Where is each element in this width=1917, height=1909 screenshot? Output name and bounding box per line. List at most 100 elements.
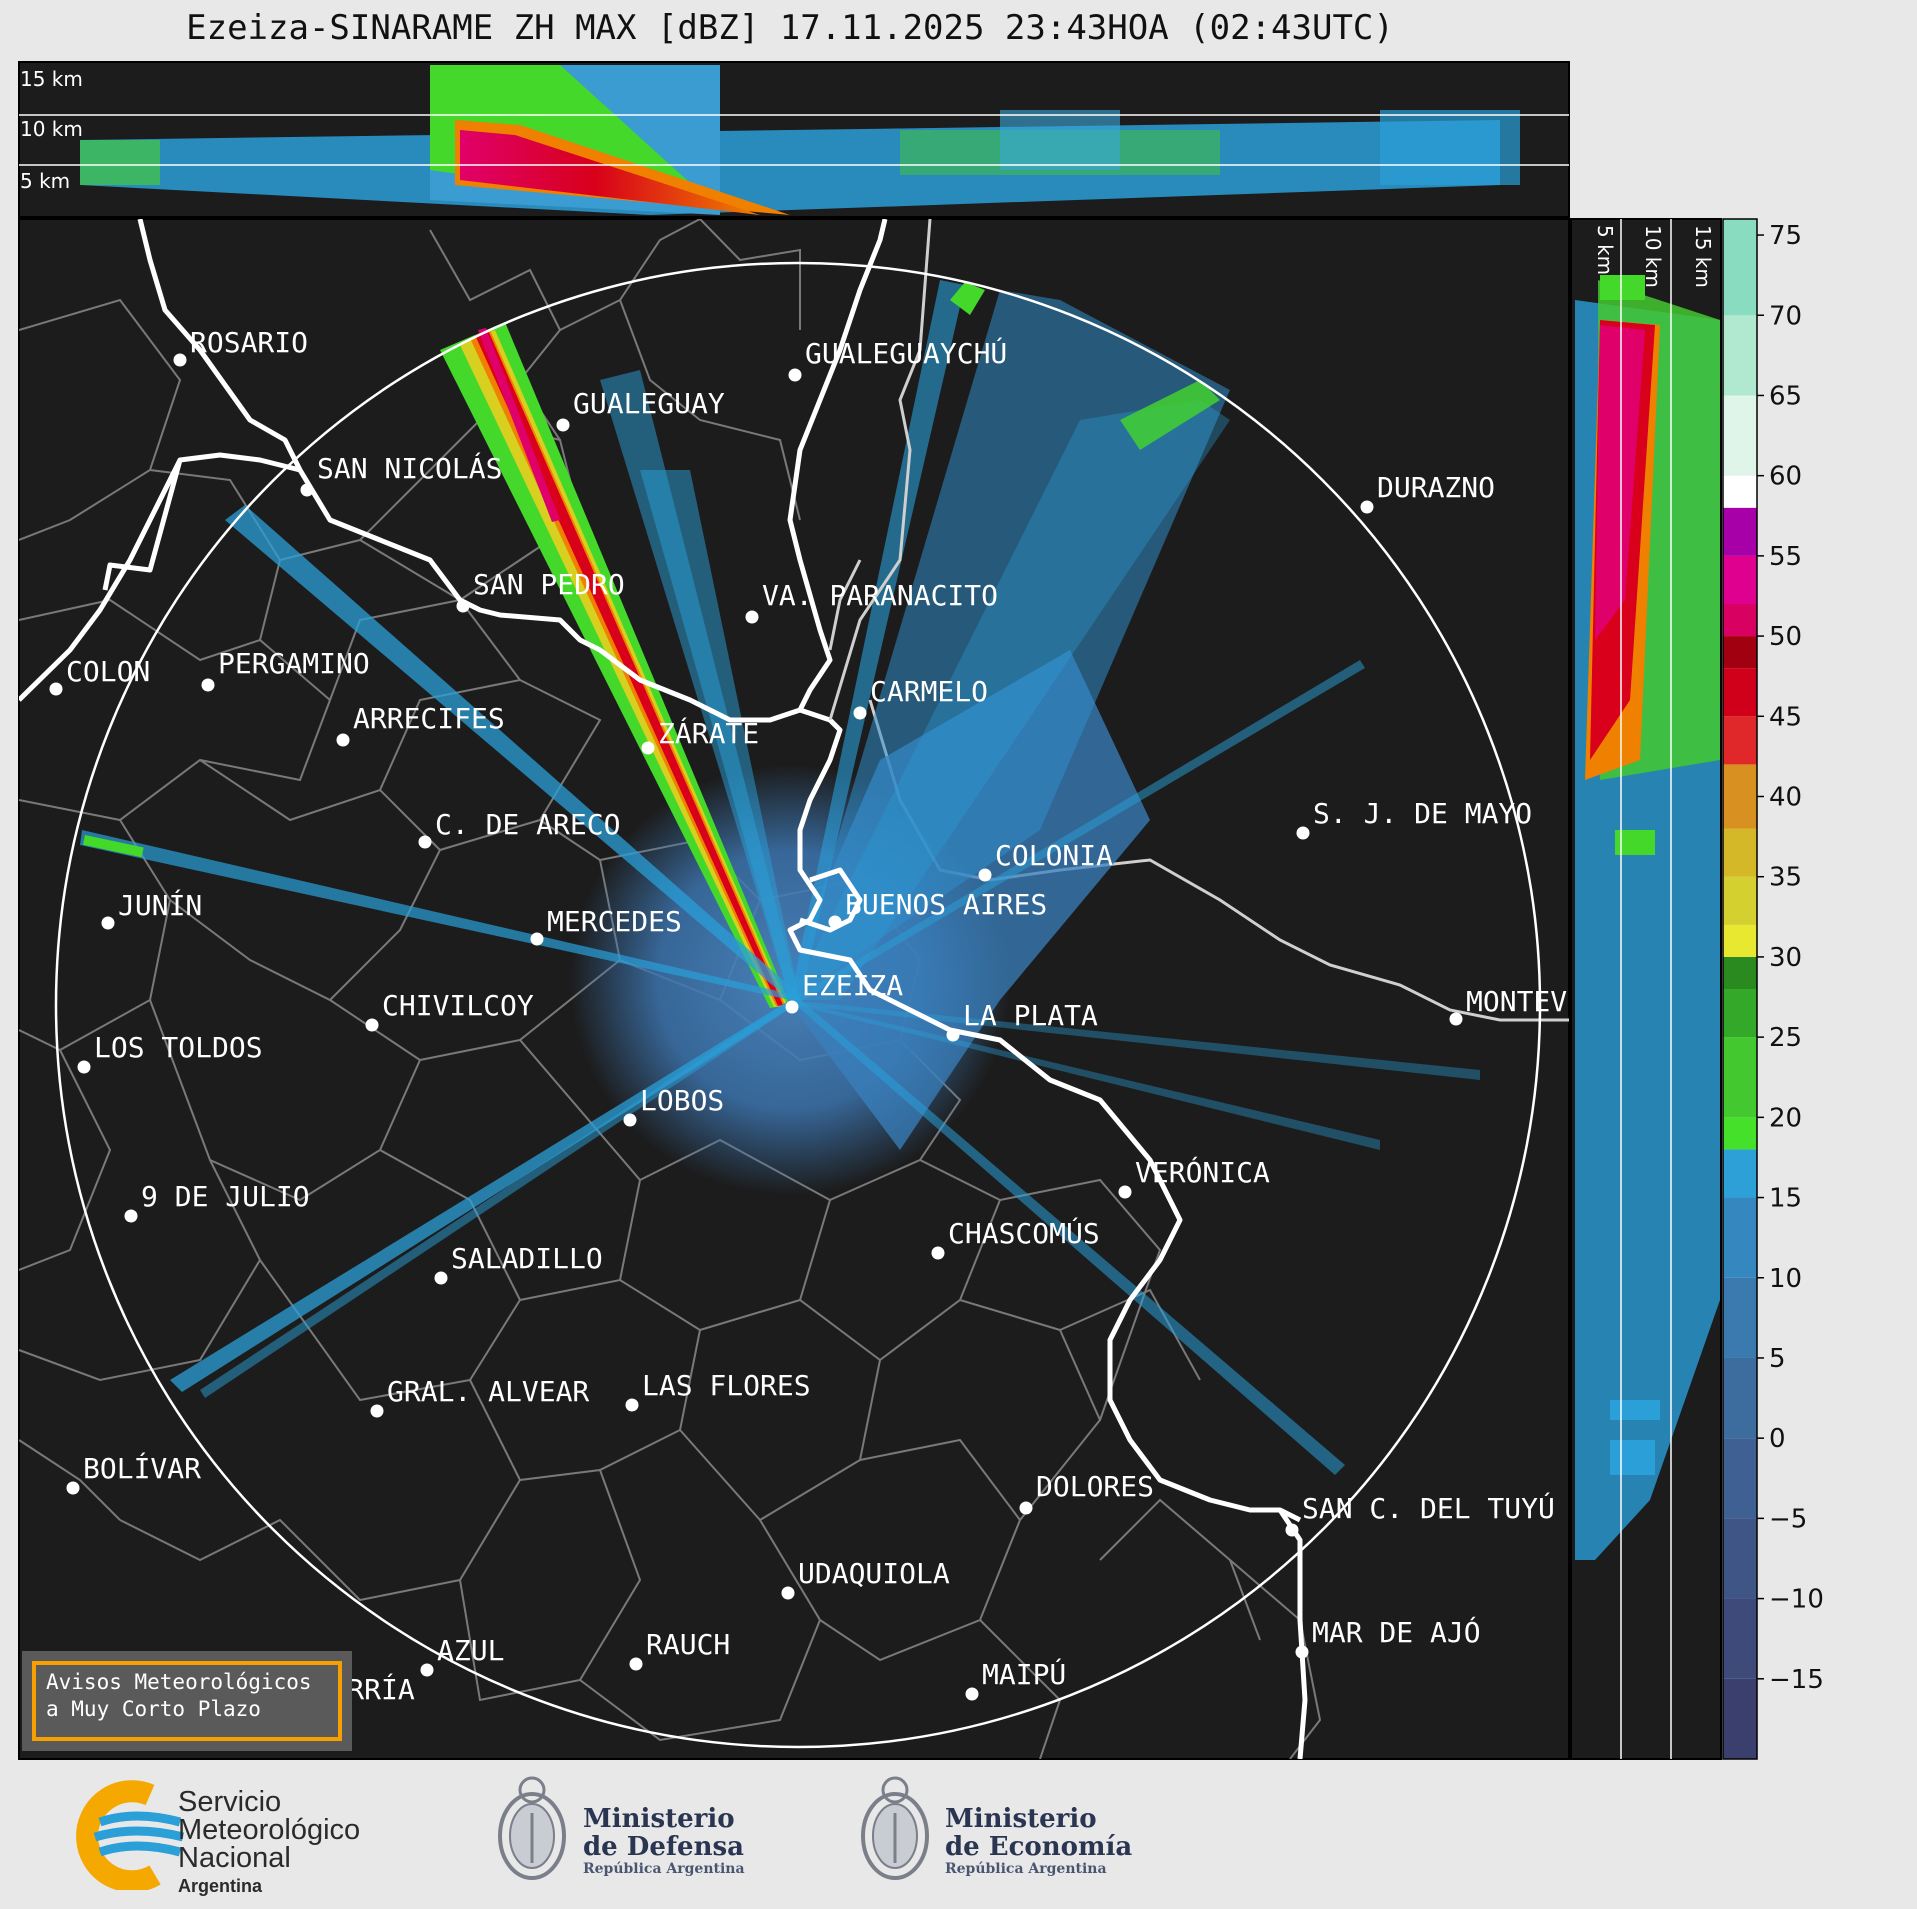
city-label: SAN PEDRO xyxy=(473,568,625,601)
city-label: LOBOS xyxy=(640,1084,724,1117)
city-marker xyxy=(785,1000,799,1014)
city-marker xyxy=(101,916,115,930)
colorbar-tick-label: −10 xyxy=(1769,1585,1824,1615)
city-label: COLON xyxy=(66,655,150,688)
colorbar-band xyxy=(1723,636,1757,669)
city-veronica: VERÓNICA xyxy=(1118,1155,1270,1199)
colorbar-band xyxy=(1723,604,1757,637)
radar-echoes xyxy=(80,280,1480,1475)
city-marker xyxy=(201,678,215,692)
city-label: COLONIA xyxy=(995,839,1113,872)
city-montevideo: MONTEVIDEO xyxy=(1449,985,1569,1026)
city-label: ARRECIFES xyxy=(353,702,505,735)
colorbar-tick-label: 55 xyxy=(1769,542,1802,572)
city-label: PERGAMINO xyxy=(218,647,370,680)
city-chascomus: CHASCOMÚS xyxy=(931,1216,1100,1260)
colorbar-band xyxy=(1723,1197,1757,1278)
city-dolores: DOLORES xyxy=(1019,1470,1154,1515)
city-ezeiza: EZEIZA xyxy=(785,969,903,1014)
colorbar-tick-label: −5 xyxy=(1769,1504,1807,1534)
city-marker xyxy=(853,706,867,720)
right-height-label-5: 5 km xyxy=(1593,225,1617,275)
colorbar-band xyxy=(1723,1357,1757,1439)
city-label: AZUL xyxy=(437,1634,504,1667)
city-layer: ROSARIO GUALEGUAYCHÚ GUALEGUAY SAN NICOLÁS D… xyxy=(49,326,1569,1716)
colorbar-band xyxy=(1723,716,1757,765)
colorbar-band xyxy=(1723,1518,1757,1599)
colorbar-band xyxy=(1723,924,1757,957)
colorbar-tick-label: 20 xyxy=(1769,1103,1802,1133)
city-label: 9 DE JULIO xyxy=(141,1180,310,1213)
colorbar-band xyxy=(1723,1149,1757,1198)
top-height-label-5: 5 km xyxy=(20,169,70,193)
city-label: GUALEGUAY xyxy=(573,387,725,420)
city-lobos: LOBOS xyxy=(623,1084,724,1127)
city-marker xyxy=(434,1271,448,1285)
city-gral-alvear: GRAL. ALVEAR xyxy=(370,1375,589,1418)
city-label: EZEIZA xyxy=(802,969,903,1002)
city-rosario: ROSARIO xyxy=(173,326,308,367)
city-rauch: RAUCH xyxy=(629,1628,730,1671)
city-maipu: MAIPÚ xyxy=(965,1657,1066,1701)
colorbar-tick-label: 30 xyxy=(1769,943,1802,973)
city-label: SALADILLO xyxy=(451,1242,603,1275)
top-height-label-10: 10 km xyxy=(20,117,83,141)
colorbar-tick-label: 0 xyxy=(1769,1424,1786,1454)
colorbar-band xyxy=(1723,956,1757,989)
colorbar-band xyxy=(1723,315,1757,396)
city-marker xyxy=(370,1404,384,1418)
city-label: VA. PARANACITO xyxy=(762,579,998,612)
city-mar-de-ajo: MAR DE AJÓ xyxy=(1295,1615,1481,1659)
city-colon: COLON xyxy=(49,655,150,696)
city-c-de-areco: C. DE ARECO xyxy=(418,808,620,849)
colorbar-band xyxy=(1723,764,1757,829)
colorbar-tick-label: 25 xyxy=(1769,1023,1802,1053)
colorbar-tick-label: 15 xyxy=(1769,1184,1802,1214)
city-label: GUALEGUAYCHÚ xyxy=(805,336,1007,370)
city-marker xyxy=(418,835,432,849)
colorbar-band xyxy=(1723,507,1757,556)
avisos-box[interactable]: Avisos Meteorológicos a Muy Corto Plazo xyxy=(22,1651,352,1751)
city-la-plata: LA PLATA xyxy=(946,999,1098,1042)
city-marker xyxy=(1295,1645,1309,1659)
city-gualeguay: GUALEGUAY xyxy=(556,387,725,432)
avisos-line-2: a Muy Corto Plazo xyxy=(46,1697,261,1721)
city-marker xyxy=(456,599,470,613)
city-marker xyxy=(1118,1185,1132,1199)
city-marker xyxy=(336,733,350,747)
city-marker xyxy=(556,418,570,432)
top-height-label-15: 15 km xyxy=(20,67,83,91)
chart-title: Ezeiza-SINARAME ZH MAX [dBZ] 17.11.2025 … xyxy=(186,8,1394,48)
colorbar-band xyxy=(1723,1037,1757,1118)
colorbar-band xyxy=(1723,1598,1757,1679)
city-bolivar: BOLÍVAR xyxy=(66,1451,201,1495)
city-marker xyxy=(173,353,187,367)
top-height-panel: 15 km 10 km 5 km xyxy=(18,61,1570,218)
city-marker xyxy=(781,1586,795,1600)
city-mercedes: MERCEDES xyxy=(530,905,682,946)
colorbar-tick-label: 60 xyxy=(1769,462,1802,492)
economia-shield-icon xyxy=(861,1776,929,1880)
city-label: GRAL. ALVEAR xyxy=(387,1375,589,1408)
city-marker xyxy=(625,1398,639,1412)
city-label: UDAQUIOLA xyxy=(798,1557,950,1590)
colorbar-band xyxy=(1723,1277,1757,1358)
colorbar-band xyxy=(1723,1438,1757,1519)
city-marker xyxy=(978,868,992,882)
colorbar-tick-label: 40 xyxy=(1769,783,1802,813)
city-marker xyxy=(788,368,802,382)
city-label: DOLORES xyxy=(1036,1470,1154,1503)
radar-map: ROSARIO GUALEGUAYCHÚ GUALEGUAY SAN NICOLÁS D… xyxy=(18,218,1570,1760)
colorbar-band xyxy=(1723,555,1757,604)
city-label: MAIPÚ xyxy=(982,1657,1066,1691)
city-label: DURAZNO xyxy=(1377,471,1495,504)
city-va-paranacito: VA. PARANACITO xyxy=(745,579,998,624)
city-las-flores: LAS FLORES xyxy=(625,1369,811,1412)
city-label: CARMELO xyxy=(870,675,988,708)
economia-text: Ministerio de Economía República Argenti… xyxy=(945,1804,1133,1877)
colorbar-band xyxy=(1723,219,1757,316)
city-label: MERCEDES xyxy=(547,905,682,938)
city-label: RAUCH xyxy=(646,1628,730,1661)
avisos-line-1: Avisos Meteorológicos xyxy=(46,1670,312,1694)
